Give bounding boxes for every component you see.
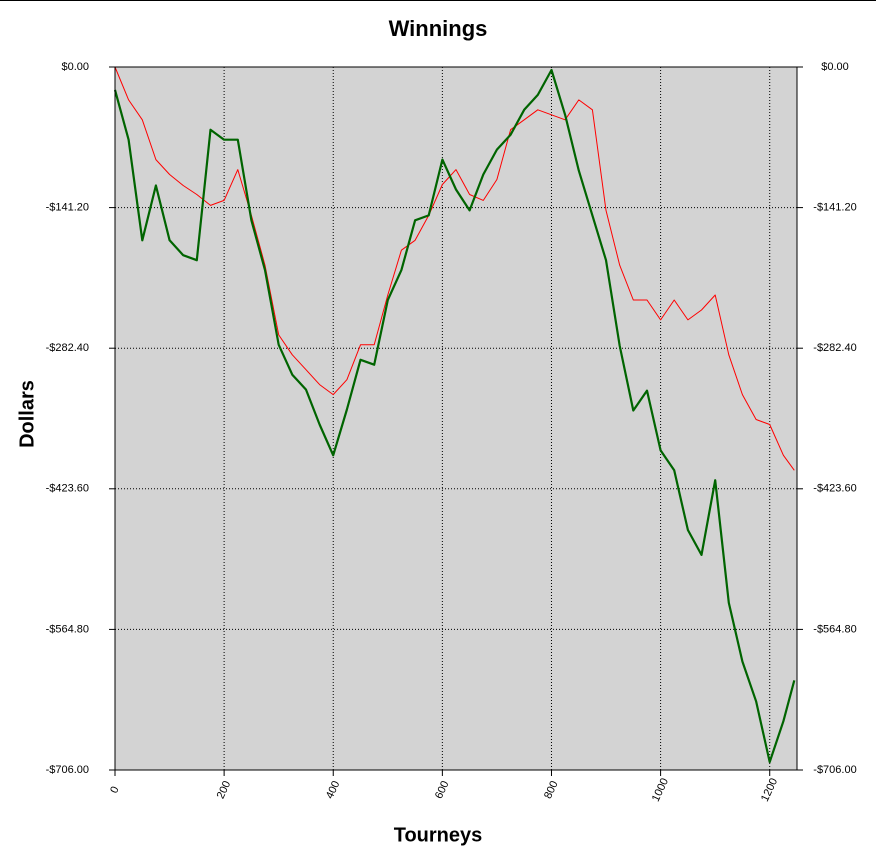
series-line: [113, 68, 796, 764]
x-tick-label: 1200: [759, 776, 780, 803]
y2-tick-label: -$141.20: [813, 202, 856, 214]
plot-area: [115, 67, 797, 770]
y-tick-label: -$423.60: [46, 483, 89, 495]
plot-frame: [114, 66, 798, 771]
y-tick-label: $0.00: [61, 61, 89, 73]
y-tick-label: -$564.80: [46, 623, 89, 635]
x-tick-label: 800: [542, 779, 561, 801]
y-tick-label: -$141.20: [46, 202, 89, 214]
x-tick-label: 200: [215, 779, 234, 801]
y2-tick-label: $0.00: [821, 61, 849, 73]
y-tick-label: -$706.00: [46, 764, 89, 776]
x-tick-label: 400: [324, 779, 343, 801]
y2-tick-label: -$423.60: [813, 483, 856, 495]
x-tick-label: 1000: [650, 776, 671, 803]
x-tick-label: 600: [433, 779, 452, 801]
x-tick-label: 0: [108, 785, 121, 796]
y-axis-label: Dollars: [16, 380, 38, 448]
series-line: [114, 66, 795, 471]
x-axis-label: Tourneys: [394, 824, 483, 846]
y2-tick-label: -$282.40: [813, 342, 856, 354]
chart-title: Winnings: [389, 16, 488, 41]
y-tick-label: -$282.40: [46, 342, 89, 354]
y2-tick-label: -$564.80: [813, 623, 856, 635]
y2-tick-label: -$706.00: [813, 764, 856, 776]
